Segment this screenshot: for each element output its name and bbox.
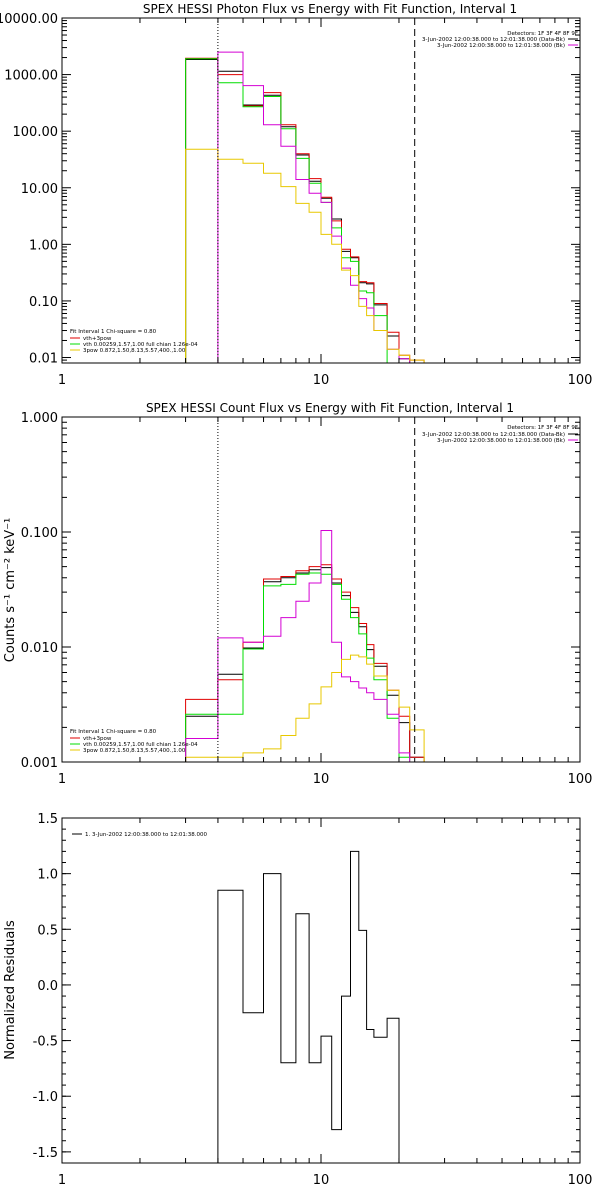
legend-label: 3-Jun-2002 12:00:38.000 to 12:01:38.000 … — [437, 43, 565, 49]
series-3-line — [185, 530, 411, 762]
y-tick-label: 0.01 — [29, 352, 58, 367]
legend-top: 3-Jun-2002 12:00:38.000 to 12:01:38.000 … — [422, 432, 578, 444]
x-tick-label: 10 — [313, 1173, 330, 1188]
legend-label: vth 0.00259,1.57,1.00 full chian 1.26e-0… — [83, 342, 198, 348]
legend-top: 3-Jun-2002 12:00:38.000 to 12:01:38.000 … — [422, 37, 578, 49]
legend-label: vth+3pow — [83, 336, 112, 342]
legend-label: 3pow 0.872,1.50,8.13,5.57,400.,1.00 — [83, 748, 186, 754]
legend-label: 1. 3-Jun-2002 12:00:38.000 to 12:01:38.0… — [85, 832, 208, 838]
y-tick-label: -1.5 — [33, 1146, 58, 1161]
series-1-line — [185, 564, 425, 762]
legend-label: 3-Jun-2002 12:00:38.000 to 12:01:38.000 … — [422, 37, 565, 43]
y-tick-label: 1.5 — [37, 812, 58, 827]
y-tick-label: 0.0 — [37, 979, 58, 994]
series-group — [185, 530, 425, 762]
detectors-label: Detectors: 1F 3F 4F 8F 9F — [507, 31, 578, 37]
legend-label: vth+3pow — [83, 736, 112, 742]
y-tick-label: 0.10 — [29, 295, 58, 310]
y-tick-label: 1.00 — [29, 238, 58, 253]
fit-header: Fit Interval 1 Chi-square = 0.80 — [70, 329, 157, 335]
y-tick-label: -0.5 — [33, 1035, 58, 1050]
y-tick-label: 1.000 — [21, 411, 58, 426]
series-0-line — [185, 59, 425, 364]
y-tick-label: 1.0 — [37, 868, 58, 883]
legend-label: vth 0.00259,1.57,1.00 full chian 1.26e-0… — [83, 742, 198, 748]
legend-label: 3-Jun-2002 12:00:38.000 to 12:01:38.000 … — [422, 432, 565, 438]
legend-label: 3-Jun-2002 12:00:38.000 to 12:01:38.000 … — [437, 438, 565, 444]
x-tick-label: 10 — [313, 772, 330, 787]
y-tick-label: 10000.00 — [0, 12, 58, 27]
y-axis-label: Normalized Residuals — [3, 920, 18, 1060]
series-group — [217, 850, 410, 1164]
panel-residuals: Normalized Residuals 1.5 1.0 0.5 0.0 -0.5 -1.… — [3, 812, 592, 1188]
y-axis: 1.000 0.100 0.010 0.001 — [21, 411, 580, 771]
plot-frame — [61, 817, 581, 1164]
x-tick-label: 1 — [58, 373, 66, 388]
x-axis: 1 10 100 — [58, 417, 593, 787]
x-axis: 1 10 100 — [58, 818, 593, 1188]
series-0-line — [217, 850, 410, 1164]
y-axis: 10000.00 1000.00 100.00 10.00 1.00 0.10 0.01 — [0, 12, 580, 367]
y-tick-label: 0.001 — [21, 756, 58, 771]
x-tick-label: 100 — [568, 373, 593, 388]
x-tick-label: 10 — [313, 373, 330, 388]
y-tick-label: 0.5 — [37, 923, 58, 938]
y-tick-label: 10.00 — [21, 182, 58, 197]
series-3-line — [217, 51, 411, 363]
x-axis: 1 10 100 — [58, 18, 593, 388]
panel-photon-flux: SPEX HESSI Photon Flux vs Energy with Fi… — [0, 2, 592, 388]
y-tick-label: 0.100 — [21, 526, 58, 541]
panel-count-flux: SPEX HESSI Count Flux vs Energy with Fit… — [3, 401, 592, 787]
vertical-lines — [217, 18, 416, 363]
series-0-line — [185, 567, 425, 762]
chart-title: SPEX HESSI Photon Flux vs Energy with Fi… — [143, 2, 517, 16]
chart-title: SPEX HESSI Count Flux vs Energy with Fit… — [146, 401, 514, 415]
y-tick-label: 100.00 — [13, 125, 59, 140]
x-tick-label: 1 — [58, 772, 66, 787]
y-tick-label: 1000.00 — [4, 69, 58, 84]
x-tick-label: 100 — [568, 1173, 593, 1188]
plot-frame — [61, 416, 581, 763]
fit-header: Fit Interval 1 Chi-square = 0.80 — [70, 729, 157, 735]
series-1-line — [185, 57, 425, 363]
y-tick-label: 0.010 — [21, 641, 58, 656]
legend-top: 1. 3-Jun-2002 12:00:38.000 to 12:01:38.0… — [72, 832, 208, 838]
series-group — [185, 51, 425, 364]
x-tick-label: 100 — [568, 772, 593, 787]
detectors-label: Detectors: 1F 3F 4F 8F 9F — [507, 425, 578, 431]
y-tick-label: -1.0 — [33, 1090, 58, 1105]
series-4-line — [185, 654, 425, 762]
vertical-lines — [217, 417, 416, 762]
y-axis-label: Counts s⁻¹ cm⁻² keV⁻¹ — [3, 518, 18, 663]
x-tick-label: 1 — [58, 1173, 66, 1188]
y-axis: 1.5 1.0 0.5 0.0 -0.5 -1.0 -1.5 — [33, 812, 580, 1161]
series-4-line — [185, 148, 425, 363]
legend-label: 3pow 0.872,1.50,8.13,5.57,400.,1.00 — [83, 348, 186, 354]
